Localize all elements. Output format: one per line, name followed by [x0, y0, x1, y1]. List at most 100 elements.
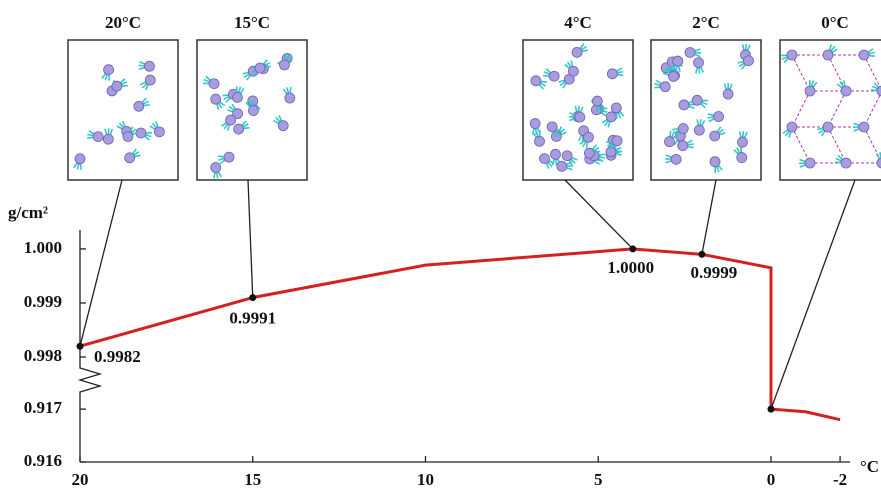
- molecule-atom: [692, 95, 702, 105]
- inset-title: 2°C: [692, 13, 720, 32]
- molecule-atom: [209, 79, 219, 89]
- point-label: 0.9999: [691, 263, 738, 282]
- inset: [197, 40, 307, 180]
- molecule-atom: [549, 71, 559, 81]
- chart: g/cm² °C 0.9980.9991.0000.9160.917201510…: [0, 0, 881, 493]
- y-tick-label: 0.916: [24, 451, 62, 470]
- molecule-atom: [154, 127, 164, 137]
- molecule-atom: [805, 158, 815, 168]
- molecule-atom: [103, 134, 113, 144]
- molecule-atom: [607, 69, 617, 79]
- molecule-atom: [664, 137, 674, 147]
- molecule-atom: [211, 94, 221, 104]
- data-point: [767, 406, 774, 413]
- molecule-atom: [787, 50, 797, 60]
- molecule-atom: [232, 92, 242, 102]
- molecule-atom: [568, 66, 578, 76]
- inset: [523, 40, 633, 180]
- leader-line: [248, 180, 253, 298]
- molecule-atom: [279, 60, 289, 70]
- molecule-atom: [583, 132, 593, 142]
- y-tick-label: 0.998: [24, 346, 62, 365]
- molecule-atom: [123, 132, 133, 142]
- molecule-atom: [539, 154, 549, 164]
- x-tick-label: 0: [767, 470, 776, 489]
- y-tick-label: 0.999: [24, 292, 62, 311]
- inset-title: 20°C: [105, 13, 141, 32]
- molecule-atom: [737, 137, 747, 147]
- molecule-atom: [678, 124, 688, 134]
- molecule-atom: [285, 93, 295, 103]
- inset: [780, 40, 881, 180]
- molecule-atom: [248, 106, 258, 116]
- inset: [651, 40, 761, 180]
- molecule-atom: [606, 112, 616, 122]
- molecule-atom: [562, 151, 572, 161]
- molecule-atom: [75, 154, 85, 164]
- molecule-atom: [211, 163, 221, 173]
- molecule-atom: [694, 58, 704, 68]
- molecule-atom: [550, 149, 560, 159]
- molecule-atom: [592, 96, 602, 106]
- molecule-atom: [737, 153, 747, 163]
- molecule-atom: [530, 119, 540, 129]
- leader-line: [771, 180, 855, 409]
- molecule-atom: [669, 71, 679, 81]
- data-point: [249, 294, 256, 301]
- molecule-atom: [710, 157, 720, 167]
- molecule-atom: [224, 152, 234, 162]
- molecule-atom: [278, 121, 288, 131]
- molecule-atom: [557, 161, 567, 171]
- y-axis-label: g/cm²: [8, 203, 48, 222]
- molecule-atom: [531, 76, 541, 86]
- molecule-atom: [535, 136, 545, 146]
- x-tick-label: -2: [833, 470, 847, 489]
- molecule-atom: [611, 103, 621, 113]
- inset: [68, 40, 178, 180]
- molecule-atom: [685, 47, 695, 57]
- molecule-atom: [787, 122, 797, 132]
- molecule-atom: [805, 86, 815, 96]
- inset-title: 0°C: [821, 13, 849, 32]
- x-tick-label: 20: [72, 470, 89, 489]
- molecule-atom: [125, 153, 135, 163]
- molecule-atom: [694, 125, 704, 135]
- molecule-atom: [859, 122, 869, 132]
- molecule-atom: [710, 131, 720, 141]
- molecule-atom: [134, 101, 144, 111]
- molecule-atom: [584, 148, 594, 158]
- molecule-atom: [234, 124, 244, 134]
- molecule-atom: [612, 136, 622, 146]
- point-label: 0.9982: [94, 347, 141, 366]
- molecule-atom: [547, 122, 557, 132]
- molecule-atom: [112, 81, 122, 91]
- inset-title: 15°C: [234, 13, 270, 32]
- molecule-atom: [660, 82, 670, 92]
- leader-line: [702, 180, 716, 254]
- molecule-atom: [144, 61, 154, 71]
- point-label: 0.9991: [229, 308, 276, 327]
- point-label: 1.0000: [607, 258, 654, 277]
- y-tick-label: 1.000: [24, 238, 62, 257]
- molecule-atom: [823, 50, 833, 60]
- molecule-atom: [859, 50, 869, 60]
- molecule-atom: [104, 65, 114, 75]
- molecule-atom: [145, 75, 155, 85]
- x-tick-label: 10: [417, 470, 434, 489]
- data-point: [629, 245, 636, 252]
- molecule-atom: [723, 89, 733, 99]
- y-tick-label: 0.917: [24, 398, 63, 417]
- molecule-atom: [673, 56, 683, 66]
- molecule-atom: [226, 115, 236, 125]
- x-tick-label: 15: [244, 470, 261, 489]
- molecule-atom: [255, 63, 265, 73]
- data-point: [77, 343, 84, 350]
- molecule-atom: [671, 154, 681, 164]
- data-point: [698, 251, 705, 258]
- molecule-atom: [743, 56, 753, 66]
- leader-line: [80, 180, 122, 346]
- molecule-atom: [714, 112, 724, 122]
- leader-line: [565, 180, 633, 249]
- molecule-atom: [678, 141, 688, 151]
- molecule-atom: [841, 158, 851, 168]
